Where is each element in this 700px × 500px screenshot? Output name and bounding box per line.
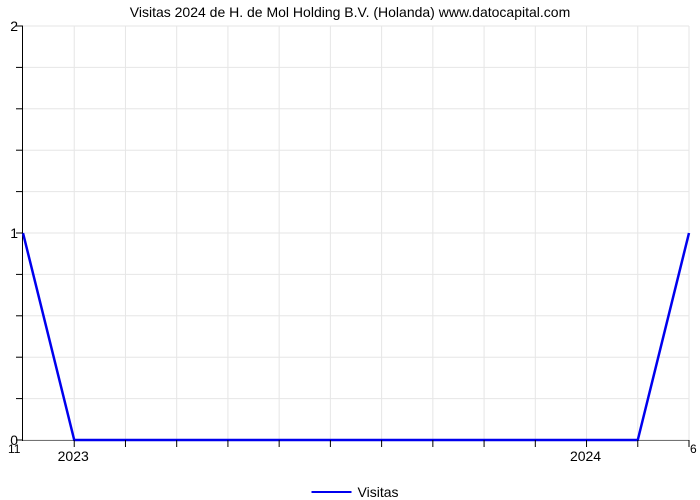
corner-label-bottom-right: 6 [690,442,697,456]
plot-area [22,26,689,441]
legend: Visitas [312,484,399,500]
y-tick-label: 1 [4,225,18,241]
chart-title: Visitas 2024 de H. de Mol Holding B.V. (… [0,4,700,20]
x-tick-label: 2024 [570,448,601,464]
legend-line-swatch [312,491,352,493]
corner-label-bottom-left: 11 [8,442,20,456]
series-line [23,233,689,440]
x-tick-label: 2023 [58,448,89,464]
chart-container: Visitas 2024 de H. de Mol Holding B.V. (… [0,0,700,500]
plot-svg [23,26,689,440]
y-tick-label: 2 [4,18,18,34]
legend-label: Visitas [358,484,399,500]
